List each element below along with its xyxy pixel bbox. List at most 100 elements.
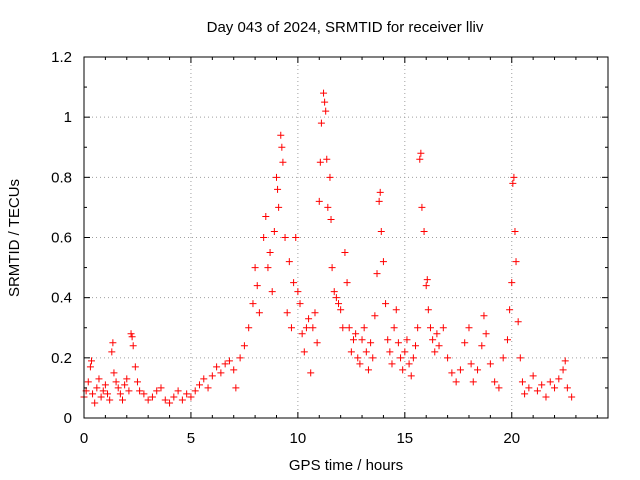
data-point <box>296 300 304 308</box>
data-point <box>251 264 259 272</box>
y-tick-label: 0.6 <box>51 230 72 247</box>
grid-lines <box>84 57 608 418</box>
data-point <box>208 372 216 380</box>
data-point <box>360 324 368 332</box>
data-point <box>283 309 291 317</box>
data-point <box>474 366 482 374</box>
data-point <box>376 188 384 196</box>
data-point <box>106 396 114 404</box>
data-point <box>101 381 109 389</box>
data-point <box>444 354 452 362</box>
data-point <box>298 330 306 338</box>
y-tick-label: 1.2 <box>51 49 72 66</box>
data-point <box>125 387 133 395</box>
data-point <box>433 330 441 338</box>
data-point <box>321 98 329 106</box>
data-point <box>262 212 270 220</box>
x-tick-label: 20 <box>503 430 520 447</box>
x-tick-label: 15 <box>396 430 413 447</box>
data-point <box>538 381 546 389</box>
data-point <box>390 324 398 332</box>
data-point <box>482 330 490 338</box>
data-point <box>424 306 432 314</box>
data-point <box>97 393 105 401</box>
data-point <box>394 339 402 347</box>
data-point <box>133 378 141 386</box>
data-point <box>568 393 576 401</box>
data-point <box>121 381 129 389</box>
data-point <box>232 384 240 392</box>
data-points <box>80 89 576 407</box>
data-point <box>407 372 415 380</box>
data-point <box>364 366 372 374</box>
data-point <box>157 384 165 392</box>
data-point <box>354 354 362 362</box>
data-point <box>388 360 396 368</box>
data-point <box>417 149 425 157</box>
data-point <box>275 203 283 211</box>
data-point <box>99 387 107 395</box>
data-point <box>161 396 169 404</box>
y-tick-label: 0.8 <box>51 169 72 186</box>
data-point <box>555 375 563 383</box>
x-tick-label: 10 <box>290 430 307 447</box>
data-point <box>362 348 370 356</box>
data-point <box>448 369 456 377</box>
data-point <box>307 369 315 377</box>
data-point <box>327 215 335 223</box>
data-point <box>127 330 135 338</box>
data-point <box>367 339 375 347</box>
data-point <box>112 378 120 386</box>
data-point <box>426 324 434 332</box>
data-point <box>386 348 394 356</box>
data-point <box>148 393 156 401</box>
data-point <box>285 258 293 266</box>
data-point <box>153 387 161 395</box>
x-tick-label: 0 <box>80 430 88 447</box>
data-point <box>213 363 221 371</box>
data-point <box>174 387 182 395</box>
data-point <box>221 360 229 368</box>
data-point <box>89 390 97 398</box>
data-point <box>375 197 383 205</box>
data-point <box>320 89 328 97</box>
x-axis-label: GPS time / hours <box>289 457 403 474</box>
data-point <box>260 234 268 241</box>
data-point <box>469 378 477 386</box>
data-point <box>305 315 313 323</box>
data-point <box>317 119 325 127</box>
data-point <box>268 288 276 296</box>
data-point <box>131 363 139 371</box>
data-point <box>456 366 464 374</box>
data-point <box>377 227 385 235</box>
data-point <box>518 378 526 386</box>
data-point <box>546 378 554 386</box>
data-point <box>429 336 437 344</box>
data-point <box>418 203 426 211</box>
data-point <box>339 324 347 332</box>
data-point <box>525 384 533 392</box>
data-point <box>249 300 257 308</box>
data-point <box>324 203 332 211</box>
y-tick-label: 0.4 <box>51 290 72 307</box>
data-point <box>542 393 550 401</box>
y-tick-label: 1 <box>64 109 72 126</box>
data-point <box>341 249 349 257</box>
data-point <box>439 324 447 332</box>
data-point <box>499 354 507 362</box>
data-point <box>311 309 319 317</box>
y-tick-label: 0.2 <box>51 350 72 367</box>
data-point <box>371 312 379 320</box>
data-point <box>287 324 295 332</box>
data-point <box>561 357 569 365</box>
data-point <box>166 399 174 407</box>
data-point <box>480 312 488 320</box>
axis-ticks: 0 5 10 15 20 0 0.2 0.4 0.6 0.8 1 1.2 <box>51 49 608 447</box>
data-point <box>302 324 310 332</box>
data-point <box>93 384 101 392</box>
data-point <box>136 387 144 395</box>
data-point <box>467 360 475 368</box>
data-point <box>86 363 94 371</box>
data-point <box>337 306 345 314</box>
data-point <box>191 387 199 395</box>
